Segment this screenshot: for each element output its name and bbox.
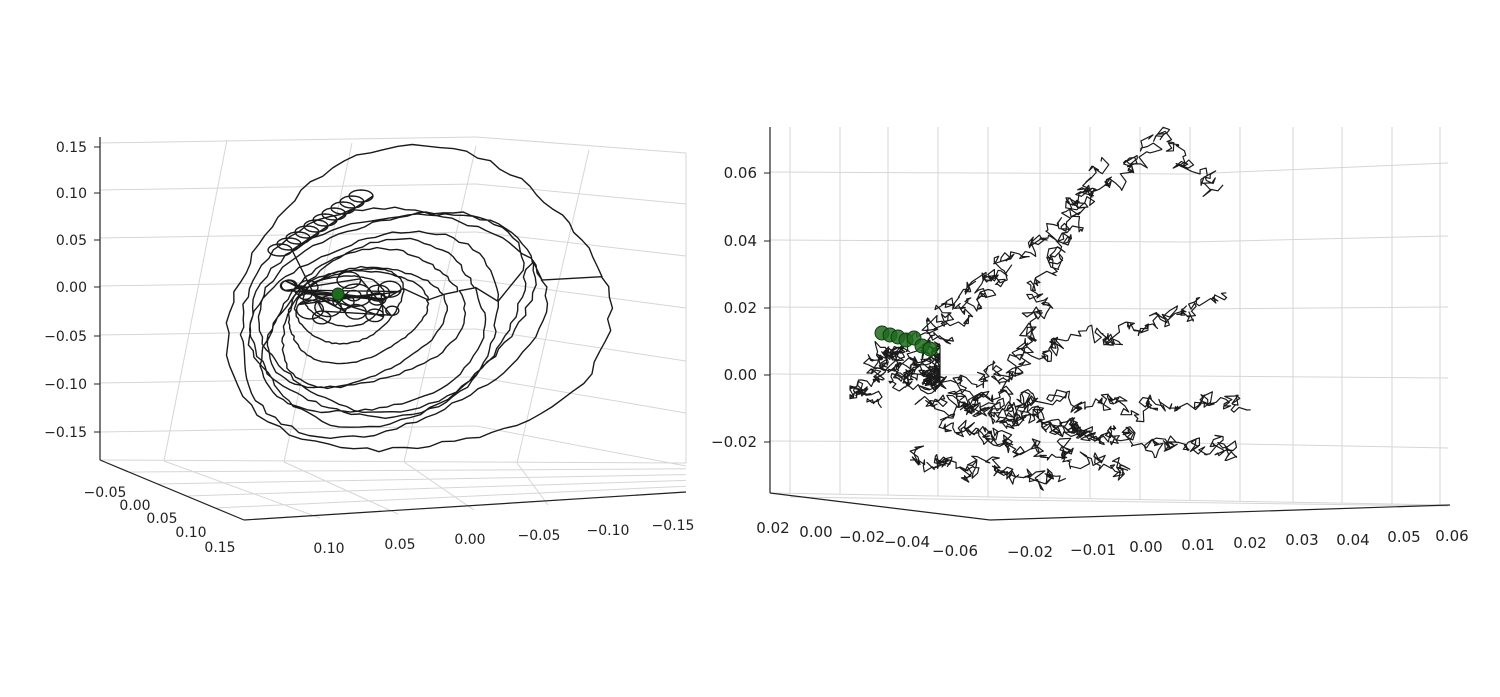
- x-tick-label: 0.06: [1435, 527, 1468, 545]
- trajectory-line: [225, 143, 614, 453]
- y-tick-label: −0.05: [84, 485, 127, 501]
- z-tick-label: −0.02: [711, 433, 757, 451]
- x-tick-label: 0.04: [1336, 531, 1369, 549]
- y-tick-label: 0.02: [756, 519, 789, 537]
- y-tick-label: −0.02: [839, 528, 885, 546]
- grid-line: [475, 279, 687, 309]
- grid-line: [163, 460, 321, 519]
- z-tick-label: 0.00: [724, 366, 757, 384]
- grid-line: [186, 479, 687, 497]
- x-axis-line: [243, 491, 687, 521]
- z-tick-label: −0.05: [44, 329, 87, 345]
- x-tick-label: 0.01: [1181, 536, 1214, 554]
- z-tick-label: 0.10: [56, 186, 87, 202]
- y-axis-line: [769, 492, 991, 521]
- x-tick-label: 0.10: [313, 541, 344, 557]
- grid-line: [475, 183, 687, 205]
- grid-line: [475, 136, 687, 154]
- x-tick-label: −0.15: [652, 518, 695, 534]
- grid-line: [475, 425, 687, 467]
- y-tick-label: 0.00: [119, 498, 150, 514]
- x-tick-label: 0.03: [1285, 531, 1318, 549]
- grid-line: [1189, 375, 1449, 379]
- z-tick-label: 0.06: [724, 164, 757, 182]
- x-tick-label: 0.02: [1233, 534, 1266, 552]
- z-tick-label: −0.10: [44, 377, 87, 393]
- x-tick-label: 0.00: [454, 532, 485, 548]
- x-tick-label: −0.01: [1070, 541, 1116, 559]
- grid-line: [475, 376, 687, 414]
- x-tick-label: −0.10: [587, 523, 630, 539]
- grid-line: [769, 239, 1191, 243]
- grid-line: [99, 459, 687, 464]
- y-tick-label: 0.00: [799, 523, 832, 541]
- grid-line: [516, 462, 549, 506]
- y-tick-label: −0.04: [884, 533, 930, 551]
- z-tick-label: 0.04: [724, 232, 757, 250]
- z-tick-label: 0.05: [56, 233, 87, 249]
- grid-line: [403, 461, 475, 511]
- y-axis-line: [99, 459, 245, 521]
- y-tick-label: −0.06: [932, 542, 978, 560]
- grid-line: [215, 485, 687, 509]
- x-tick-label: 0.05: [384, 537, 415, 553]
- grid-line: [283, 461, 399, 515]
- start-marker: [331, 287, 345, 301]
- grid-line: [99, 183, 477, 191]
- start-marker: [922, 341, 938, 357]
- x-tick-label: 0.05: [1387, 528, 1420, 546]
- left-3d-plot: 0.150.100.050.00−0.05−0.10−0.15−0.050.00…: [44, 136, 695, 557]
- z-tick-label: 0.15: [56, 140, 87, 156]
- x-tick-label: 0.00: [1129, 538, 1162, 556]
- trajectory-line: [849, 126, 1251, 491]
- grid-line: [128, 468, 687, 473]
- grid-line: [1189, 235, 1449, 243]
- y-tick-label: 0.10: [175, 525, 206, 541]
- y-tick-label: 0.15: [204, 540, 235, 556]
- z-tick-label: −0.15: [44, 425, 87, 441]
- grid-line: [789, 496, 1449, 507]
- grid-line: [99, 425, 477, 433]
- grid-line: [769, 440, 1191, 444]
- grid-line: [769, 492, 1449, 506]
- grid-line: [475, 328, 687, 362]
- x-tick-label: −0.05: [518, 528, 561, 544]
- grid-line: [516, 149, 590, 464]
- grid-line: [99, 136, 477, 144]
- x-axis-line: [989, 504, 1451, 521]
- z-tick-label: 0.00: [56, 280, 87, 296]
- grid-line: [1189, 162, 1449, 175]
- grid-line: [1189, 442, 1449, 449]
- grid-line: [163, 139, 228, 462]
- grid-line: [769, 373, 1191, 377]
- grid-line: [99, 328, 477, 336]
- x-tick-label: −0.02: [1007, 543, 1053, 561]
- right-3d-plot: 0.060.040.020.00−0.020.02 0.00 −0.02 −0.04−…: [711, 126, 1469, 561]
- grid-line: [475, 231, 687, 257]
- grid-line: [1189, 306, 1449, 310]
- y-tick-label: 0.05: [146, 511, 177, 527]
- grid-line: [157, 474, 687, 485]
- z-tick-label: 0.02: [724, 299, 757, 317]
